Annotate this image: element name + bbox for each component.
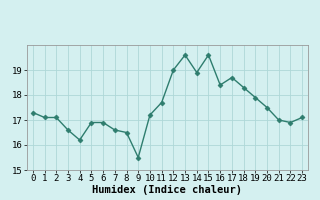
X-axis label: Humidex (Indice chaleur): Humidex (Indice chaleur) — [92, 185, 243, 195]
